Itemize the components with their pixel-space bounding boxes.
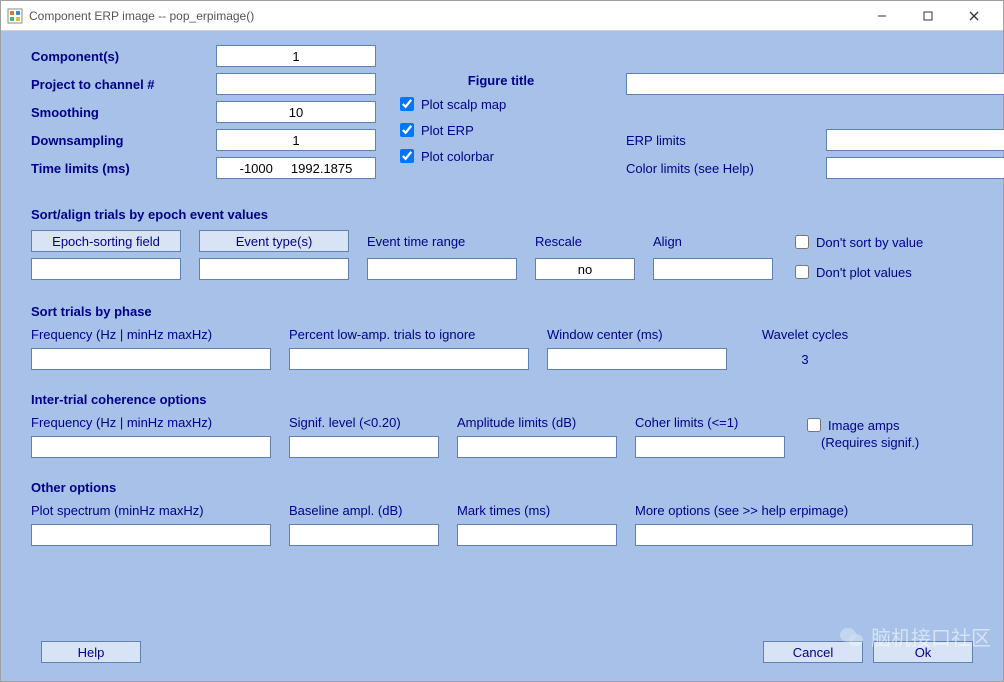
more-options-label: More options (see >> help erpimage) xyxy=(635,503,973,518)
project-label: Project to channel # xyxy=(31,77,216,92)
rescale-label: Rescale xyxy=(535,230,635,252)
itc-amp-label: Amplitude limits (dB) xyxy=(457,415,617,430)
requires-signif-label: (Requires signif.) xyxy=(821,435,919,450)
color-limits-label: Color limits (see Help) xyxy=(626,161,826,176)
align-input[interactable] xyxy=(653,258,773,280)
plot-colorbar-cb-input[interactable] xyxy=(400,149,414,163)
window-title: Component ERP image -- pop_erpimage() xyxy=(29,9,254,23)
image-amps-label: Image amps xyxy=(828,418,900,433)
event-time-range-input[interactable] xyxy=(367,258,517,280)
dont-plot-checkbox[interactable]: Don't plot values xyxy=(791,262,912,282)
itc-signif-input[interactable] xyxy=(289,436,439,458)
minimize-button[interactable] xyxy=(859,1,905,31)
itc-coher-label: Coher limits (<=1) xyxy=(635,415,785,430)
itc-freq-label: Frequency (Hz | minHz maxHz) xyxy=(31,415,271,430)
plot-scalp-label: Plot scalp map xyxy=(421,97,506,112)
plot-scalp-checkbox[interactable]: Plot scalp map xyxy=(396,94,506,114)
more-options-input[interactable] xyxy=(635,524,973,546)
phase-percent-input[interactable] xyxy=(289,348,529,370)
dont-sort-cb-input[interactable] xyxy=(795,235,809,249)
phase-freq-input[interactable] xyxy=(31,348,271,370)
phase-percent-label: Percent low-amp. trials to ignore xyxy=(289,327,529,342)
epoch-sorting-button[interactable]: Epoch-sorting field xyxy=(31,230,181,252)
event-type-button[interactable]: Event type(s) xyxy=(199,230,349,252)
close-button[interactable] xyxy=(951,1,997,31)
plot-colorbar-checkbox[interactable]: Plot colorbar xyxy=(396,146,494,166)
phase-window-input[interactable] xyxy=(547,348,727,370)
event-time-range-label: Event time range xyxy=(367,230,517,252)
app-icon xyxy=(7,8,23,24)
image-amps-checkbox[interactable]: Image amps xyxy=(803,415,900,435)
align-label: Align xyxy=(653,230,773,252)
color-limits-input[interactable] xyxy=(826,157,1004,179)
components-label: Component(s) xyxy=(31,49,216,64)
cancel-button[interactable]: Cancel xyxy=(763,641,863,663)
spectrum-input[interactable] xyxy=(31,524,271,546)
smoothing-input[interactable] xyxy=(216,101,376,123)
downsampling-label: Downsampling xyxy=(31,133,216,148)
event-type-input[interactable] xyxy=(199,258,349,280)
epoch-sorting-input[interactable] xyxy=(31,258,181,280)
ok-button[interactable]: Ok xyxy=(873,641,973,663)
dialog-window: Component ERP image -- pop_erpimage() Co… xyxy=(0,0,1004,682)
spectrum-label: Plot spectrum (minHz maxHz) xyxy=(31,503,271,518)
dont-plot-label: Don't plot values xyxy=(816,265,912,280)
footer: Help Cancel Ok xyxy=(31,641,973,663)
baseline-label: Baseline ampl. (dB) xyxy=(289,503,439,518)
erp-limits-label: ERP limits xyxy=(626,133,826,148)
mark-input[interactable] xyxy=(457,524,617,546)
plot-erp-checkbox[interactable]: Plot ERP xyxy=(396,120,474,140)
help-button[interactable]: Help xyxy=(41,641,141,663)
sort-epoch-title: Sort/align trials by epoch event values xyxy=(31,207,973,222)
sort-phase-title: Sort trials by phase xyxy=(31,304,973,319)
itc-title: Inter-trial coherence options xyxy=(31,392,973,407)
mark-label: Mark times (ms) xyxy=(457,503,617,518)
timelimits-label: Time limits (ms) xyxy=(31,161,216,176)
components-input[interactable] xyxy=(216,45,376,67)
maximize-button[interactable] xyxy=(905,1,951,31)
erp-limits-input[interactable] xyxy=(826,129,1004,151)
figure-title-input[interactable] xyxy=(626,73,1004,95)
itc-amp-input[interactable] xyxy=(457,436,617,458)
titlebar: Component ERP image -- pop_erpimage() xyxy=(1,1,1003,31)
dont-sort-checkbox[interactable]: Don't sort by value xyxy=(791,232,923,252)
figure-title-label: Figure title xyxy=(396,73,606,88)
plot-colorbar-label: Plot colorbar xyxy=(421,149,494,164)
baseline-input[interactable] xyxy=(289,524,439,546)
dialog-content: Component(s) Project to channel # Smooth… xyxy=(1,31,1003,681)
itc-coher-input[interactable] xyxy=(635,436,785,458)
dont-plot-cb-input[interactable] xyxy=(795,265,809,279)
plot-erp-label: Plot ERP xyxy=(421,123,474,138)
dont-sort-label: Don't sort by value xyxy=(816,235,923,250)
wavelet-label: Wavelet cycles xyxy=(745,327,865,342)
smoothing-label: Smoothing xyxy=(31,105,216,120)
rescale-input[interactable] xyxy=(535,258,635,280)
downsampling-input[interactable] xyxy=(216,129,376,151)
other-title: Other options xyxy=(31,480,973,495)
itc-signif-label: Signif. level (<0.20) xyxy=(289,415,439,430)
plot-scalp-cb-input[interactable] xyxy=(400,97,414,111)
plot-erp-cb-input[interactable] xyxy=(400,123,414,137)
phase-freq-label: Frequency (Hz | minHz maxHz) xyxy=(31,327,271,342)
image-amps-cb-input[interactable] xyxy=(807,418,821,432)
itc-freq-input[interactable] xyxy=(31,436,271,458)
phase-window-label: Window center (ms) xyxy=(547,327,727,342)
wavelet-value: 3 xyxy=(745,352,865,367)
timelimits-input[interactable] xyxy=(216,157,376,179)
project-input[interactable] xyxy=(216,73,376,95)
